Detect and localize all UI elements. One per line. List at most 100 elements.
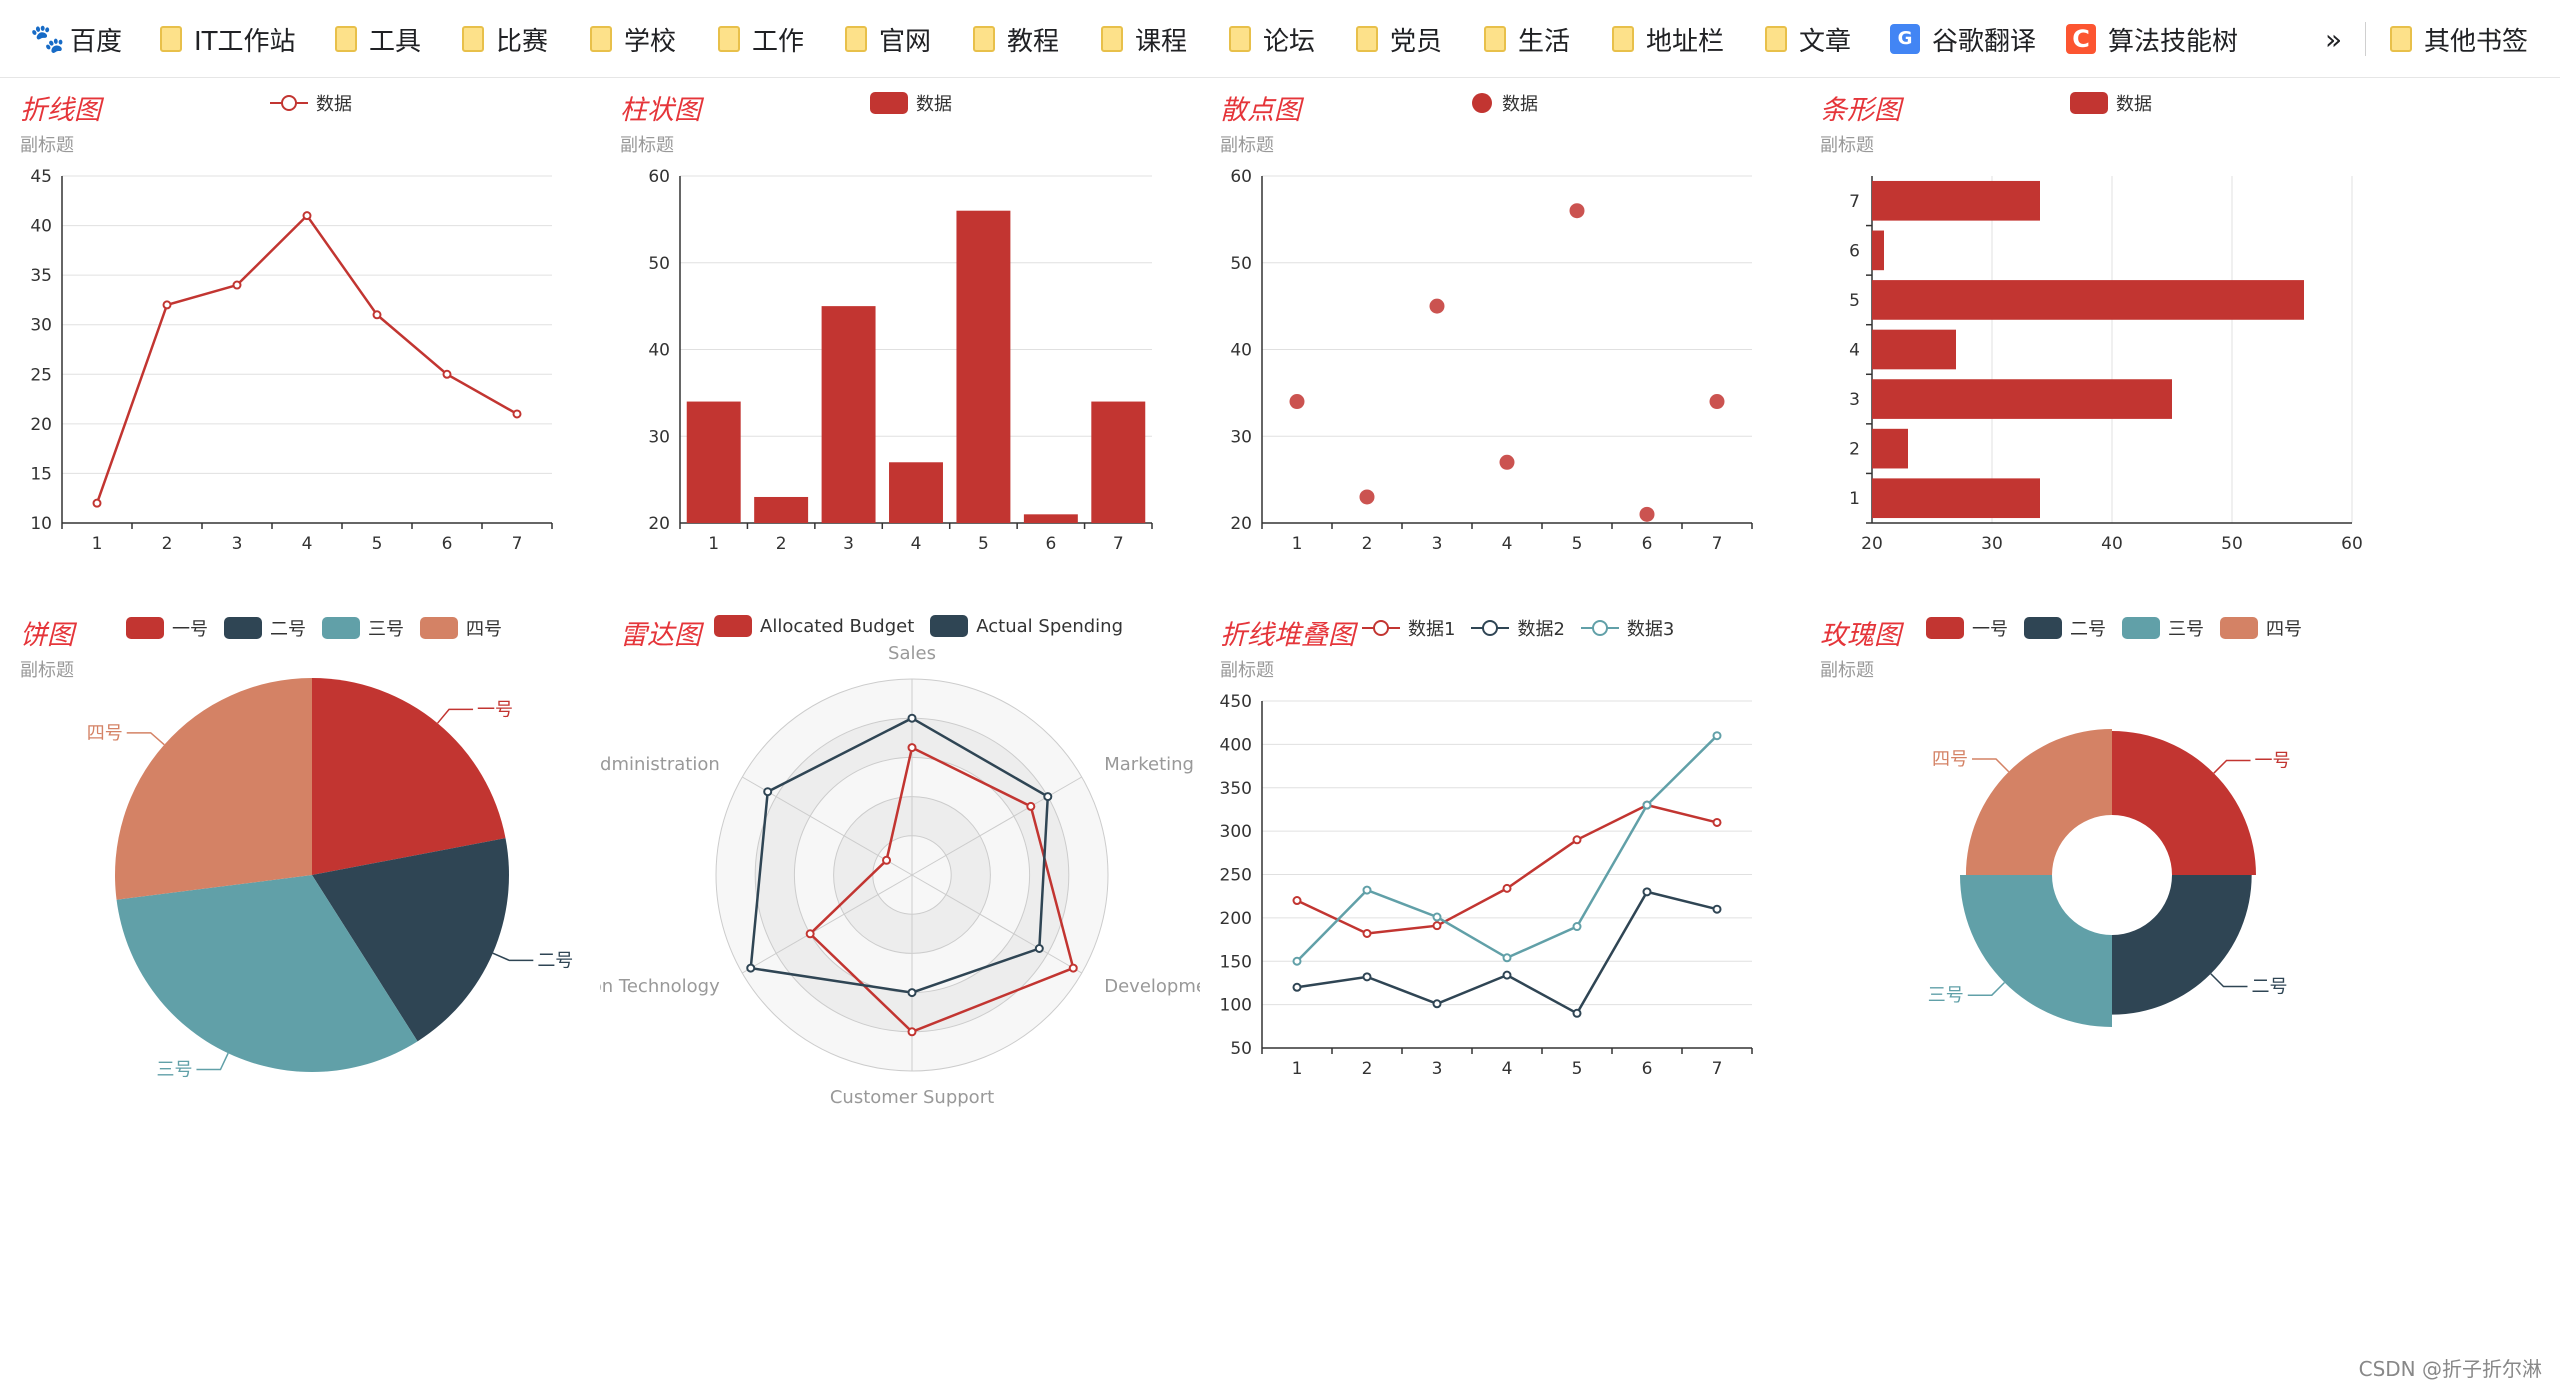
chart-legend[interactable]: Allocated Budget Actual Spending: [714, 615, 1139, 637]
chart-legend[interactable]: 数据: [2070, 90, 2168, 116]
legend-item[interactable]: 数据1: [1362, 615, 1455, 641]
rose-slice: [1965, 728, 2112, 875]
bookmark-item[interactable]: 比赛: [462, 14, 548, 64]
legend-label: 数据1: [1408, 619, 1456, 640]
bookmark-separator: [2365, 22, 2366, 56]
y-tick-label: 400: [1220, 735, 1252, 755]
csdn-icon: C: [2066, 24, 2096, 54]
bookmark-item[interactable]: 论坛: [1229, 14, 1315, 64]
data-point: [1362, 885, 1372, 895]
bookmark-item[interactable]: 🐾 百度: [30, 14, 122, 64]
legend-item[interactable]: 一号: [1926, 615, 2008, 641]
legend-swatch: [1472, 93, 1492, 113]
legend-item[interactable]: 四号: [420, 615, 502, 641]
pie-slice: [116, 875, 418, 1072]
x-tick-label: 1: [1292, 1059, 1303, 1079]
bar: [821, 306, 876, 523]
chart-subtitle: 副标题: [1220, 135, 1274, 156]
radar-point: [907, 988, 917, 998]
legend-item[interactable]: Actual Spending: [930, 615, 1123, 637]
y-tick-label: 6: [1849, 241, 1860, 261]
bookmark-label: 算法技能树: [2108, 26, 2239, 57]
scatter-point: [1289, 394, 1305, 410]
bookmarks-bar: 🐾 百度 IT工作站 工具 比赛 学校 工作 官网 教程 课程 论坛 党员 生活 地址栏 文章 G 谷歌翻译 C 算…: [0, 0, 2560, 78]
bookmark-label: 其他书签: [2424, 26, 2529, 57]
legend-item[interactable]: 数据: [1472, 90, 1538, 116]
legend-item[interactable]: 三号: [2122, 615, 2204, 641]
bar: [1023, 514, 1078, 523]
x-tick-label: 6: [1642, 1059, 1653, 1079]
bookmark-label: 学校: [624, 26, 677, 57]
bookmark-other[interactable]: 其他书签: [2390, 14, 2528, 64]
x-tick-label: 40: [2101, 534, 2123, 554]
folder-icon: [1101, 26, 1123, 52]
legend-swatch: [714, 615, 752, 637]
bookmark-item[interactable]: 学校: [590, 14, 676, 64]
legend-item[interactable]: 三号: [322, 615, 404, 641]
data-point: [1362, 928, 1372, 938]
bookmark-item[interactable]: 课程: [1101, 14, 1187, 64]
legend-swatch: [2070, 92, 2108, 114]
legend-swatch: [126, 617, 164, 639]
bookmark-label: 课程: [1135, 26, 1188, 57]
bookmark-item[interactable]: 工作: [718, 14, 804, 64]
data-point: [92, 498, 102, 508]
legend-item[interactable]: 二号: [224, 615, 306, 641]
x-tick-label: 7: [512, 534, 523, 554]
legend-item[interactable]: Allocated Budget: [714, 615, 914, 637]
bar: [956, 210, 1011, 523]
horizontal-bar-chart: 20 30 40 50 60 1 2 3 4 5 6 7: [1849, 176, 2363, 554]
legend-swatch: [2122, 617, 2160, 639]
legend-item[interactable]: 四号: [2220, 615, 2302, 641]
bookmark-label: 生活: [1518, 26, 1571, 57]
data-point: [512, 409, 522, 419]
folder-icon: [2390, 26, 2412, 52]
bookmark-item[interactable]: 党员: [1356, 14, 1442, 64]
x-tick-label: 30: [1981, 534, 2003, 554]
y-tick-label: 200: [1220, 909, 1252, 929]
legend-item[interactable]: 数据: [270, 90, 352, 116]
legend-swatch: [930, 615, 969, 637]
bookmark-item[interactable]: 文章: [1765, 14, 1851, 64]
chart-legend[interactable]: 一号 二号 三号 四号: [126, 615, 518, 641]
stacked-line-chart: 50 100 150 200 250 300 350 400 450 1 2 3 4 5 6 7: [1220, 692, 1753, 1079]
legend-swatch: [270, 93, 308, 113]
bookmark-label: 百度: [70, 26, 123, 57]
bookmark-item[interactable]: IT工作站: [160, 14, 296, 64]
overflow-chevron-button[interactable]: »: [2325, 14, 2342, 64]
bookmark-item[interactable]: 生活: [1484, 14, 1570, 64]
pie-slice: [312, 678, 506, 875]
x-tick-label: 20: [1861, 534, 1883, 554]
radar-indicator-label: Development: [1104, 976, 1200, 997]
chart-legend[interactable]: 数据1 数据2 数据3: [1362, 615, 1690, 641]
legend-item[interactable]: 数据: [870, 90, 952, 116]
legend-item[interactable]: 数据2: [1471, 615, 1565, 641]
data-point: [1362, 972, 1372, 982]
chart-legend[interactable]: 数据: [870, 90, 968, 116]
legend-label: 三号: [2168, 619, 2204, 640]
x-tick-label: 2: [776, 534, 787, 554]
legend-item[interactable]: 数据: [2070, 90, 2152, 116]
bookmark-item[interactable]: 地址栏: [1612, 14, 1724, 64]
x-tick-label: 3: [843, 534, 854, 554]
legend-item[interactable]: 一号: [126, 615, 208, 641]
bookmark-item[interactable]: 教程: [973, 14, 1059, 64]
bookmark-item[interactable]: G 谷歌翻译: [1890, 14, 2036, 64]
label-line: [2210, 973, 2248, 988]
bookmark-label: 工具: [369, 26, 422, 57]
radar-chart-panel: Sales Marketing Development Customer Suppor…: [600, 605, 1200, 1125]
chart-legend[interactable]: 数据: [1472, 90, 1554, 116]
radar-indicator-label: Sales: [888, 643, 936, 664]
bookmark-item[interactable]: 官网: [845, 14, 931, 64]
y-tick-label: 20: [1230, 514, 1252, 534]
data-point: [1292, 956, 1302, 966]
legend-item[interactable]: 二号: [2024, 615, 2106, 641]
chart-legend[interactable]: 一号 二号 三号 四号: [1926, 615, 2318, 641]
bar: [686, 401, 741, 523]
radar-indicator-label: Marketing: [1104, 754, 1194, 775]
bookmark-item[interactable]: 工具: [335, 14, 421, 64]
chart-legend[interactable]: 数据: [270, 90, 368, 116]
legend-item[interactable]: 数据3: [1580, 615, 1674, 641]
y-tick-label: 40: [648, 341, 670, 361]
bookmark-item[interactable]: C 算法技能树: [2066, 14, 2238, 64]
